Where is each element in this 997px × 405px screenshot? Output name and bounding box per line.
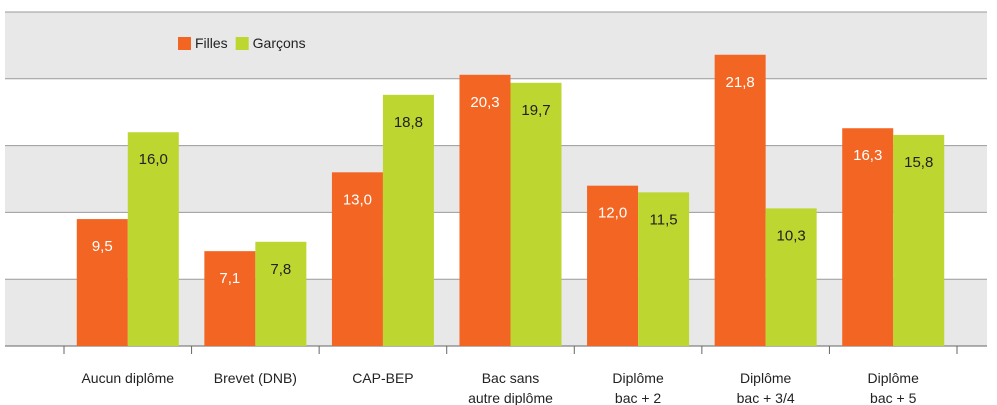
bar: [842, 128, 894, 346]
value-label: 16,0: [139, 151, 168, 168]
bar: [765, 208, 817, 346]
value-label: 20,3: [470, 94, 499, 111]
x-tick-label: Diplôme bac + 3/4: [737, 370, 795, 405]
legend-label: Filles: [195, 35, 228, 51]
bar: [331, 172, 383, 346]
bar: [638, 192, 690, 346]
bar: [587, 185, 639, 346]
x-tick-label: CAP-BEP: [352, 370, 413, 386]
value-label: 21,8: [726, 74, 755, 91]
x-tick-label: Diplôme bac + 5: [868, 370, 920, 405]
value-label: 10,3: [777, 227, 806, 244]
legend-label: Garçons: [253, 35, 306, 51]
x-tick-label: Brevet (DNB): [214, 370, 297, 386]
bar: [893, 134, 945, 346]
value-label: 11,5: [650, 211, 678, 228]
value-label: 16,3: [853, 147, 882, 164]
value-label: 12,0: [598, 205, 627, 222]
x-tick-label: Aucun diplôme: [81, 370, 174, 386]
legend-swatch: [235, 37, 249, 50]
bar: [255, 241, 307, 346]
bar: [127, 132, 179, 346]
bar: [510, 82, 562, 347]
legend-swatch: [178, 37, 191, 50]
bar: [714, 54, 766, 346]
bar: [382, 94, 434, 346]
bar: [204, 251, 256, 346]
value-label: 9,5: [92, 238, 113, 255]
bar: [459, 74, 511, 347]
value-label: 18,8: [394, 114, 423, 131]
x-tick-label: Bac sans autre diplôme: [468, 370, 553, 405]
value-label: 7,1: [219, 270, 240, 287]
x-tick-label: Diplôme bac + 2: [612, 370, 664, 405]
value-label: 7,8: [270, 261, 291, 278]
bar: [76, 219, 128, 346]
grid-band: [5, 12, 987, 79]
value-label: 13,0: [343, 191, 372, 208]
value-label: 19,7: [521, 102, 550, 119]
value-label: 15,8: [904, 154, 933, 171]
